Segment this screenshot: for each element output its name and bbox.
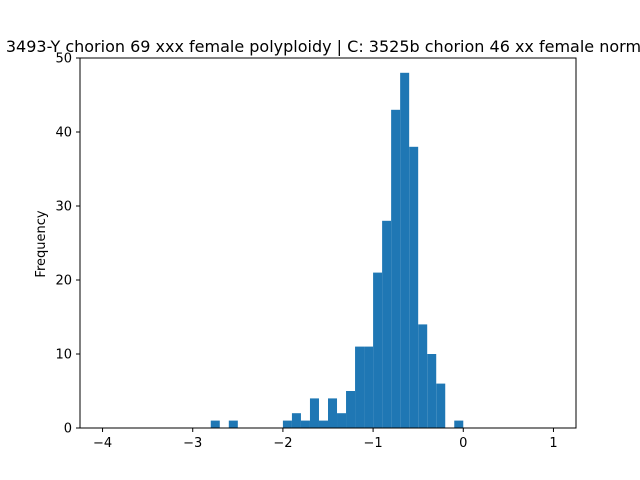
- histogram-bar-14: [391, 109, 401, 429]
- histogram-bar-20: [454, 420, 464, 428]
- x-tick-label: 0: [459, 436, 467, 451]
- histogram-bar-4: [300, 420, 310, 428]
- histogram-bar-6: [318, 420, 328, 428]
- x-tick-label: −4: [93, 436, 112, 451]
- histogram-bar-5: [309, 398, 319, 428]
- histogram-bar-13: [382, 220, 392, 428]
- chart-title: A: 3493-Y chorion 69 xxx female polyploi…: [0, 37, 640, 56]
- x-tick-label: −2: [273, 436, 292, 451]
- histogram-bar-15: [400, 72, 410, 429]
- bars-group: [210, 72, 464, 429]
- y-tick-label: 50: [55, 52, 72, 67]
- y-tick-label: 30: [55, 200, 72, 215]
- y-tick-label: 40: [55, 126, 72, 141]
- histogram-bar-19: [436, 383, 446, 428]
- histogram-bar-16: [409, 146, 419, 429]
- y-tick-label: 10: [55, 348, 72, 363]
- histogram-bar-18: [427, 354, 437, 428]
- y-tick-label: 0: [64, 422, 72, 437]
- histogram-bar-0: [210, 420, 220, 428]
- y-axis-ticks: 0 10 20 30 40 50: [55, 52, 80, 437]
- histogram-bar-7: [328, 398, 338, 428]
- histogram-bar-8: [337, 413, 347, 428]
- plot-area-frame: [79, 57, 577, 429]
- histogram-bar-11: [364, 346, 374, 428]
- x-tick-label: −1: [364, 436, 383, 451]
- y-axis-label: Frequency: [34, 210, 49, 277]
- histogram-bar-1: [228, 420, 238, 428]
- histogram-bar-3: [291, 413, 301, 428]
- x-tick-label: −3: [183, 436, 202, 451]
- histogram-bar-12: [373, 272, 383, 428]
- y-tick-label: 20: [55, 274, 72, 289]
- x-tick-label: 1: [549, 436, 557, 451]
- histogram-bar-9: [346, 391, 356, 428]
- histogram-bar-17: [418, 324, 428, 428]
- histogram-bar-10: [355, 346, 365, 428]
- histogram-bar-2: [282, 420, 292, 428]
- x-axis-ticks: −4 −3 −2 −1 0 1: [93, 428, 558, 451]
